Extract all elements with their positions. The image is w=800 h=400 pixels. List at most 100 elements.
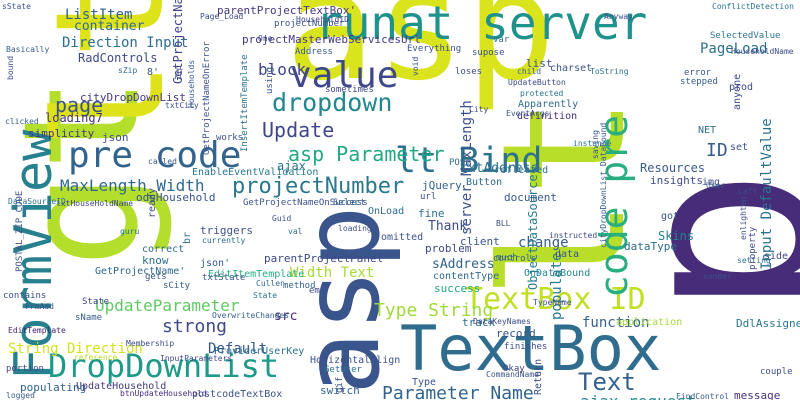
cloud-word: PageLoad <box>700 41 768 57</box>
cloud-word: Basically <box>6 45 50 54</box>
cloud-word: client <box>460 235 500 248</box>
cloud-word: State <box>82 297 110 307</box>
cloud-word: error <box>684 68 712 78</box>
cloud-word: populate <box>549 252 565 320</box>
cloud-word: txtHouseHoldName <box>56 199 134 208</box>
cloud-word: Anyway <box>604 12 633 21</box>
cloud-word: guru <box>120 227 140 236</box>
cloud-word: img <box>702 177 721 188</box>
cloud-word: HouseholdID <box>296 15 349 24</box>
cloud-word: bound <box>6 55 15 80</box>
cloud-word: supose <box>472 48 505 58</box>
cloud-word: Resources <box>640 161 706 175</box>
cloud-word: em <box>309 286 320 296</box>
cloud-word: odsHousehold <box>136 191 216 204</box>
cloud-word: Guid <box>272 214 292 223</box>
cloud-word: list <box>526 57 553 70</box>
cloud-word: SelectedValue <box>710 31 781 41</box>
cloud-word: POST' <box>449 158 477 168</box>
cloud-word: sender <box>703 272 732 281</box>
cloud-word: lt Bind <box>395 141 543 181</box>
cloud-word: reference <box>74 353 118 362</box>
cloud-word: sCity <box>163 281 191 291</box>
cloud-word: set <box>730 142 749 153</box>
cloud-word: dropdown <box>272 88 393 117</box>
cloud-word: EditItemTemplate <box>208 269 305 280</box>
cloud-word: TextBox ID <box>465 282 646 317</box>
cloud-word: portion <box>6 364 44 374</box>
cloud-word: side <box>764 251 789 262</box>
cloud-word: GetProjectNameOnError <box>202 41 212 155</box>
cloud-word: Width Text <box>290 265 375 281</box>
cloud-word: Cullen <box>256 279 285 288</box>
cloud-word: Text <box>578 368 636 396</box>
cloud-word: pre code <box>68 135 242 176</box>
cloud-word: url <box>420 192 437 202</box>
cloud-word: correct <box>142 244 185 255</box>
cloud-word: prod <box>729 82 754 93</box>
cloud-word: document <box>504 191 557 204</box>
cloud-word: txtCity <box>165 101 199 110</box>
cloud-word: ready <box>147 187 158 218</box>
cloud-word: Parameter Name <box>382 383 534 400</box>
cloud-word: Membership <box>126 339 175 348</box>
cloud-word: data <box>555 249 580 260</box>
cloud-word: finishes <box>504 342 548 352</box>
cloud-word: loses <box>455 67 483 77</box>
cloud-word: DropDownList <box>48 347 280 385</box>
cloud-word: InputParameters <box>160 354 233 363</box>
cloud-word: projectMasterWebServicesUrl <box>242 33 421 46</box>
cloud-word: anyone <box>732 73 743 110</box>
cloud-word: enlighten <box>739 196 748 240</box>
cloud-word: value <box>290 55 399 96</box>
cloud-word: change <box>518 235 569 251</box>
cloud-word: Direction Input <box>62 35 189 51</box>
cloud-word: val <box>288 227 303 236</box>
cloud-word: application <box>616 317 683 328</box>
cloud-word: String Direction <box>8 341 143 357</box>
cloud-word: txtState <box>202 273 246 283</box>
cloud-word: ajax <box>277 159 306 173</box>
cloud-word: protected <box>520 89 564 98</box>
cloud-word: Okay <box>503 364 525 374</box>
cloud-word: block <box>258 60 307 79</box>
cloud-word: MaxLength Width <box>60 176 205 195</box>
cloud-word: message <box>734 389 781 400</box>
cloud-word: child <box>517 67 542 76</box>
cloud-word: Update <box>262 118 335 142</box>
cloud-word: FindControl <box>676 392 729 400</box>
cloud-word: success <box>434 282 481 295</box>
cloud-word: loading <box>338 224 372 233</box>
cloud-word: Type <box>412 377 437 388</box>
cloud-word: CommandName <box>486 370 539 379</box>
cloud-word: switch <box>320 384 360 397</box>
cloud-word: page <box>55 93 104 117</box>
cloud-word: Apparently <box>518 99 579 110</box>
cloud-word: contains <box>3 291 47 301</box>
cloud-word: function <box>582 315 650 331</box>
cloud-word: clicked <box>5 117 39 126</box>
cloud-word: setting <box>737 256 771 265</box>
cloud-word: controls <box>493 254 537 264</box>
cloud-word: Zip <box>174 65 183 80</box>
cloud-word: GetProjectNameOnSuccess <box>243 198 368 208</box>
cloud-word: json <box>102 131 129 144</box>
cloud-word: loading7 <box>45 111 103 125</box>
cloud-word: couple <box>760 367 793 377</box>
cloud-word: container <box>74 19 145 34</box>
cloud-word: gets <box>145 272 167 282</box>
cloud-word: Thank <box>428 219 468 234</box>
cloud-word: sState <box>2 2 31 11</box>
cloud-word: jQuery <box>422 179 462 192</box>
cloud-word: sAddress <box>432 257 495 272</box>
cloud-word: User <box>706 181 726 190</box>
cloud-word: OverwriteChanges <box>212 311 290 320</box>
cloud-word: OnDataBound <box>524 268 591 279</box>
cloud-word: DataKeyNames <box>473 317 531 326</box>
cloud-word: Everything <box>407 44 462 54</box>
cloud-word: asp Parameter <box>288 142 445 166</box>
cloud-word: ajax request <box>580 394 696 400</box>
cloud-word: GetProjectName' <box>95 266 186 277</box>
cloud-word: BLL <box>496 219 511 228</box>
